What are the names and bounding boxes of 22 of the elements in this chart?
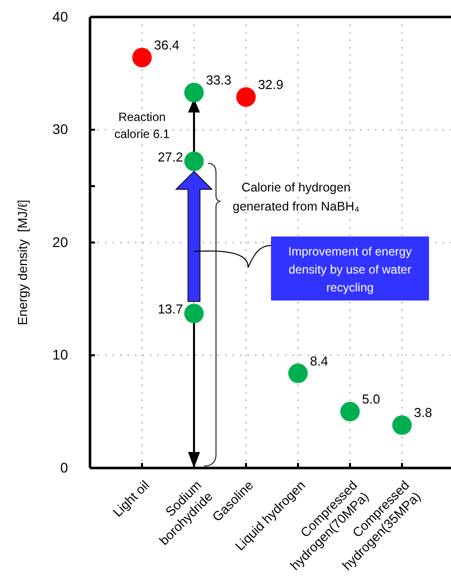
data-label: 13.7 <box>158 302 183 317</box>
y-tick-label: 0 <box>60 459 68 476</box>
data-label: 32.9 <box>258 77 284 92</box>
y-axis-title: Energy density [MJ/ℓ] <box>15 200 30 326</box>
data-label: 3.8 <box>414 405 432 420</box>
data-label: 8.4 <box>310 353 328 368</box>
y-tick-label: 30 <box>52 121 68 138</box>
y-tick-label: 10 <box>52 346 68 363</box>
point <box>132 48 152 68</box>
point <box>288 364 308 384</box>
data-label: 36.4 <box>154 38 180 53</box>
annotation: Reaction calorie 6.1 <box>114 110 170 141</box>
data-label: 33.3 <box>206 72 232 88</box>
y-tick-label: 40 <box>52 8 68 24</box>
point <box>340 402 360 422</box>
point <box>392 415 412 435</box>
data-label: 5.0 <box>362 392 380 407</box>
annotation: Improvement of energy density by use of water recycling <box>288 244 412 294</box>
data-label: 27.2 <box>158 149 183 164</box>
annotation: Calorie of hydrogen generated from NaBH₄ <box>232 180 360 214</box>
y-tick-label: 20 <box>52 234 68 250</box>
point <box>184 152 204 172</box>
